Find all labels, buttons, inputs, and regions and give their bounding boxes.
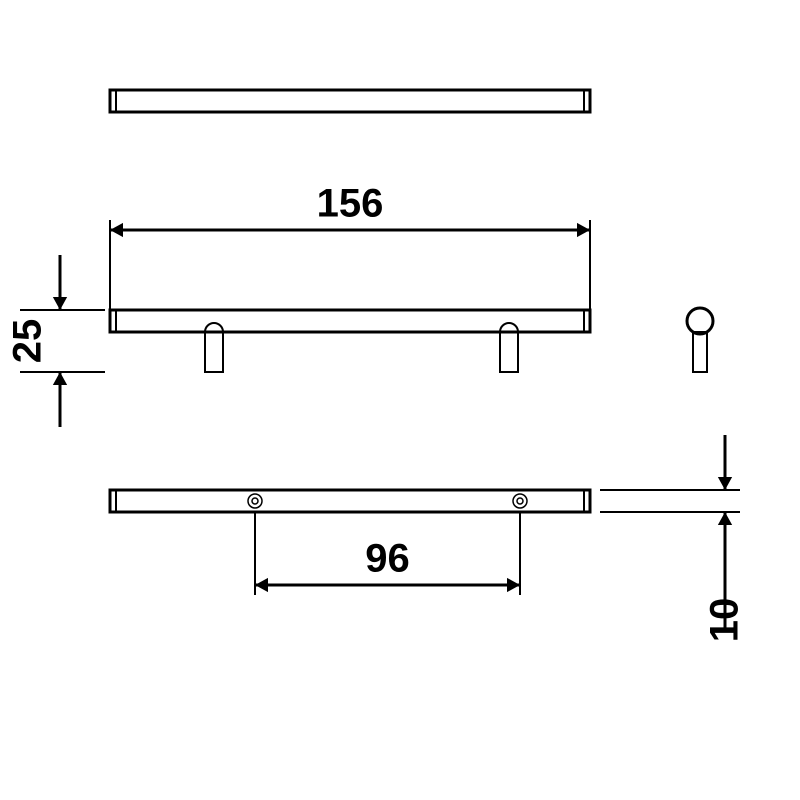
dim-overall-length: 156 — [317, 182, 384, 226]
dim-bar-diameter: 10 — [703, 598, 747, 643]
side-view-circle — [687, 308, 713, 334]
dim-hole-spacing: 96 — [365, 537, 410, 581]
dim-height: 25 — [6, 319, 50, 364]
